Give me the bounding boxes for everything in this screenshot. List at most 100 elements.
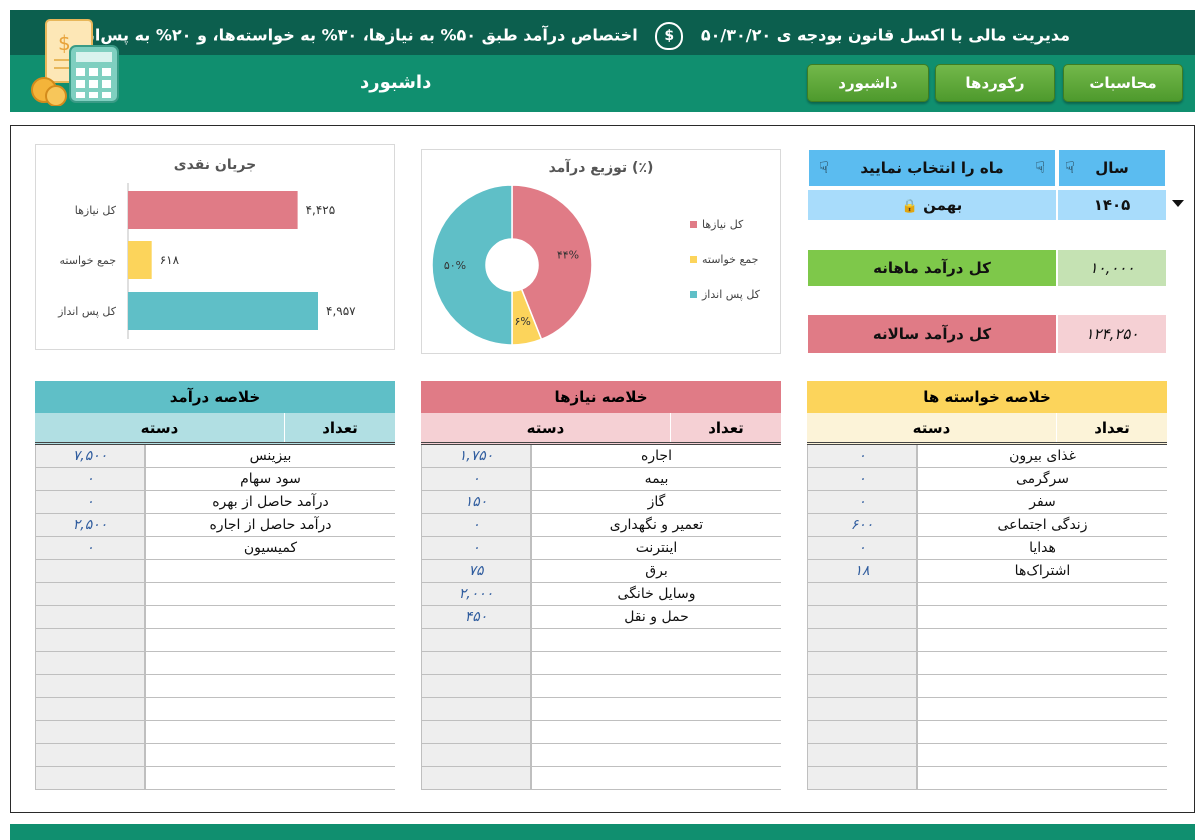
category-cell[interactable]: بیزینس <box>145 445 395 467</box>
category-cell[interactable] <box>145 629 395 651</box>
category-cell[interactable] <box>917 744 1167 766</box>
count-cell[interactable]: ۷۵ <box>421 560 531 582</box>
svg-text:$: $ <box>58 31 71 55</box>
category-cell[interactable]: زندگی اجتماعی <box>917 514 1167 536</box>
dropdown-arrow-icon[interactable] <box>1172 200 1184 207</box>
count-cell[interactable] <box>421 652 531 674</box>
count-cell[interactable] <box>421 721 531 743</box>
category-cell[interactable] <box>145 606 395 628</box>
category-cell[interactable] <box>531 767 781 789</box>
category-cell[interactable] <box>531 698 781 720</box>
category-cell[interactable] <box>145 744 395 766</box>
category-cell[interactable]: تعمیر و نگهداری <box>531 514 781 536</box>
count-cell[interactable]: ۱۸ <box>807 560 917 582</box>
count-cell[interactable] <box>807 583 917 605</box>
count-cell[interactable] <box>807 629 917 651</box>
count-cell[interactable]: ۲,۰۰۰ <box>421 583 531 605</box>
nav-calculations-button[interactable]: محاسبات <box>1063 64 1183 102</box>
category-cell[interactable] <box>917 698 1167 720</box>
count-cell[interactable] <box>807 652 917 674</box>
category-cell[interactable]: اشتراک‌ها <box>917 560 1167 582</box>
category-cell[interactable]: هدایا <box>917 537 1167 559</box>
table-row <box>35 675 395 698</box>
count-cell[interactable] <box>421 629 531 651</box>
count-cell[interactable]: ۰ <box>421 468 531 490</box>
count-cell[interactable] <box>35 698 145 720</box>
category-cell[interactable]: حمل و نقل <box>531 606 781 628</box>
category-cell[interactable]: غذای بیرون <box>917 445 1167 467</box>
count-cell[interactable]: ۴۵۰ <box>421 606 531 628</box>
category-cell[interactable] <box>531 652 781 674</box>
count-cell[interactable] <box>35 744 145 766</box>
category-cell[interactable] <box>917 606 1167 628</box>
count-cell[interactable] <box>807 767 917 789</box>
year-select[interactable]: ۱۴۰۵ <box>1058 190 1166 220</box>
category-cell[interactable] <box>145 721 395 743</box>
category-cell[interactable] <box>917 767 1167 789</box>
count-cell[interactable]: ۶۰۰ <box>807 514 917 536</box>
category-cell[interactable] <box>145 652 395 674</box>
count-cell[interactable] <box>35 560 145 582</box>
category-cell[interactable]: سود سهام <box>145 468 395 490</box>
count-cell[interactable]: ۲,۵۰۰ <box>35 514 145 536</box>
count-cell[interactable] <box>35 629 145 651</box>
category-cell[interactable]: وسایل خانگی <box>531 583 781 605</box>
count-cell[interactable]: ۰ <box>807 445 917 467</box>
category-cell[interactable] <box>531 629 781 651</box>
category-cell[interactable]: برق <box>531 560 781 582</box>
count-cell[interactable] <box>35 675 145 697</box>
category-cell[interactable] <box>145 675 395 697</box>
category-cell[interactable] <box>917 652 1167 674</box>
count-cell[interactable] <box>35 721 145 743</box>
count-cell[interactable]: ۰ <box>35 491 145 513</box>
category-cell[interactable]: سفر <box>917 491 1167 513</box>
count-cell[interactable] <box>35 606 145 628</box>
count-cell[interactable] <box>807 675 917 697</box>
dashboard-area <box>10 125 1195 813</box>
category-cell[interactable]: اینترنت <box>531 537 781 559</box>
count-cell[interactable]: ۰ <box>807 468 917 490</box>
category-cell[interactable] <box>531 721 781 743</box>
count-cell[interactable] <box>421 767 531 789</box>
count-cell[interactable] <box>35 583 145 605</box>
count-cell[interactable] <box>421 744 531 766</box>
count-cell[interactable]: ۱۵۰ <box>421 491 531 513</box>
category-cell[interactable]: سرگرمی <box>917 468 1167 490</box>
category-cell[interactable]: کمیسیون <box>145 537 395 559</box>
count-cell[interactable] <box>807 698 917 720</box>
count-cell[interactable]: ۰ <box>35 468 145 490</box>
category-cell[interactable] <box>531 675 781 697</box>
count-cell[interactable]: ۰ <box>807 491 917 513</box>
category-cell[interactable]: بیمه <box>531 468 781 490</box>
category-cell[interactable] <box>917 629 1167 651</box>
count-cell[interactable]: ۰ <box>807 537 917 559</box>
count-cell[interactable]: ۰ <box>35 537 145 559</box>
category-cell[interactable] <box>145 583 395 605</box>
category-cell[interactable]: گاز <box>531 491 781 513</box>
category-cell[interactable] <box>145 560 395 582</box>
count-cell[interactable] <box>421 675 531 697</box>
category-cell[interactable]: درآمد حاصل از بهره <box>145 491 395 513</box>
count-cell[interactable] <box>35 767 145 789</box>
month-select[interactable]: بهمن 🔒 <box>808 190 1056 220</box>
category-cell[interactable] <box>145 698 395 720</box>
category-cell[interactable]: درآمد حاصل از اجاره <box>145 514 395 536</box>
count-cell[interactable] <box>807 606 917 628</box>
count-cell[interactable] <box>807 744 917 766</box>
count-cell[interactable]: ۱,۷۵۰ <box>421 445 531 467</box>
count-cell[interactable]: ۰ <box>421 514 531 536</box>
category-cell[interactable] <box>917 721 1167 743</box>
count-cell[interactable] <box>807 721 917 743</box>
category-cell[interactable]: اجاره <box>531 445 781 467</box>
category-cell[interactable] <box>917 583 1167 605</box>
count-cell[interactable] <box>35 652 145 674</box>
category-cell[interactable] <box>531 744 781 766</box>
count-cell[interactable]: ۷,۵۰۰ <box>35 445 145 467</box>
nav-dashboard-button[interactable]: داشبورد <box>807 64 929 102</box>
nav-records-button[interactable]: رکوردها <box>935 64 1055 102</box>
category-cell[interactable] <box>917 675 1167 697</box>
count-cell[interactable]: ۰ <box>421 537 531 559</box>
count-cell[interactable] <box>421 698 531 720</box>
bar-category-label: جمع خواسته <box>60 254 116 267</box>
category-cell[interactable] <box>145 767 395 789</box>
